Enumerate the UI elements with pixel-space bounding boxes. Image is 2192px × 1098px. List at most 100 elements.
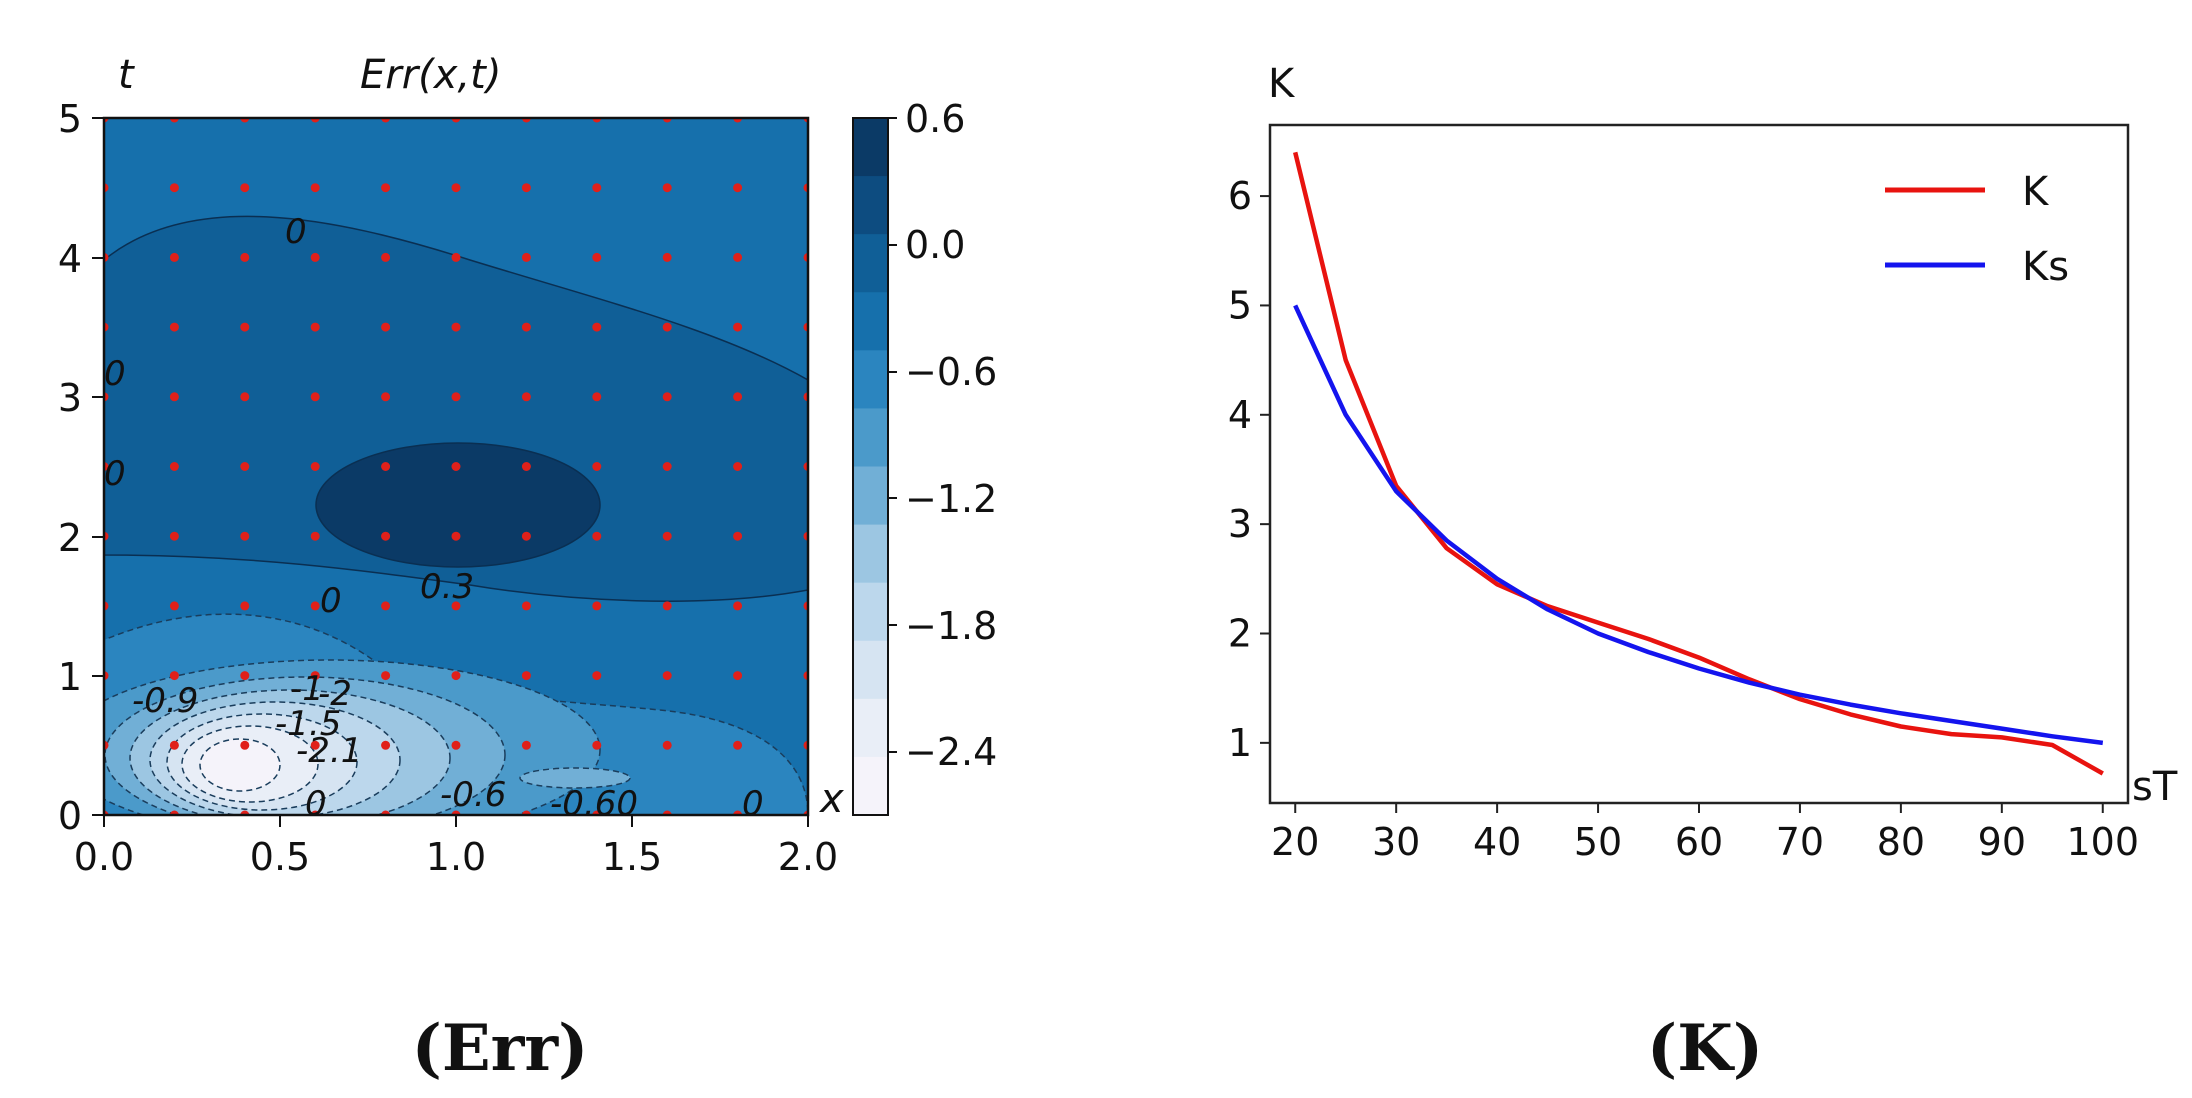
sample-point xyxy=(662,392,672,402)
err-x-tick: 1.0 xyxy=(426,835,486,879)
sample-point xyxy=(733,322,743,332)
sample-point xyxy=(662,252,672,262)
sample-point xyxy=(169,462,179,471)
sample-point xyxy=(733,601,743,611)
sample-point xyxy=(451,671,461,681)
err-x-tick: 1.5 xyxy=(602,835,662,879)
sample-point xyxy=(240,671,250,681)
k-y-tick: 3 xyxy=(1228,502,1252,546)
contour-label: -2 xyxy=(318,674,352,714)
contour-label: -0.6 xyxy=(440,775,506,815)
sample-point xyxy=(240,740,250,750)
sample-point xyxy=(662,671,672,681)
colorbar-bands xyxy=(853,118,888,816)
k-x-tick: 70 xyxy=(1776,820,1824,864)
sample-point xyxy=(521,531,531,541)
sample-points xyxy=(104,118,808,815)
err-panel: 0 0 0 0 0.3 -0.9 -0.6 0 -0.60 0 -1 -1.5 … xyxy=(58,52,997,1086)
sample-point xyxy=(381,322,391,332)
err-x-axis-label: x xyxy=(818,776,844,822)
err-y-tick: 2 xyxy=(58,516,82,560)
sample-point xyxy=(169,601,179,611)
sample-point xyxy=(169,740,179,750)
sample-point xyxy=(381,183,391,193)
sample-point xyxy=(381,601,391,611)
err-x-ticks: 0.0 0.5 1.0 1.5 2.0 xyxy=(74,815,838,879)
sample-point xyxy=(310,531,320,541)
series-line-k xyxy=(1293,151,2104,776)
k-y-ticks: 1 2 3 4 5 6 xyxy=(1228,174,1270,765)
colorbar-tick: 0.0 xyxy=(905,223,965,267)
sample-point xyxy=(521,322,531,332)
contour-label: 0 xyxy=(104,354,126,394)
colorbar-band xyxy=(853,582,888,642)
sample-point xyxy=(381,252,391,262)
k-y-tick: 4 xyxy=(1228,393,1252,437)
err-x-tick: 0.5 xyxy=(250,835,310,879)
contour-label: -1 xyxy=(290,669,324,709)
contour-label: 0 xyxy=(742,784,764,824)
sample-point xyxy=(592,531,602,541)
sample-point xyxy=(592,183,602,193)
colorbar-band xyxy=(853,408,888,467)
sample-point xyxy=(310,462,320,471)
sample-point xyxy=(592,392,602,402)
err-contour-fill xyxy=(104,118,808,815)
sample-point xyxy=(733,740,743,750)
colorbar-band xyxy=(853,698,888,758)
contour-label: 0 xyxy=(104,454,126,494)
colorbar-band xyxy=(853,234,888,293)
colorbar-tick: 0.6 xyxy=(905,97,965,141)
sample-point xyxy=(662,601,672,611)
sample-point xyxy=(310,671,320,681)
sample-point xyxy=(310,740,320,750)
sample-point xyxy=(733,392,743,402)
sample-point xyxy=(521,392,531,402)
sample-point xyxy=(451,462,461,471)
sample-point xyxy=(381,531,391,541)
sample-point xyxy=(169,671,179,681)
k-x-tick: 100 xyxy=(2066,820,2139,864)
contour-level-7 xyxy=(199,738,281,792)
err-x-tick: 2.0 xyxy=(778,835,838,879)
sample-point xyxy=(521,183,531,193)
contour-label: 0 xyxy=(320,581,342,621)
sample-point xyxy=(240,252,250,262)
err-y-tick: 3 xyxy=(58,376,82,420)
k-y-axis-label: K xyxy=(1268,61,1296,107)
sample-point xyxy=(733,671,743,681)
err-y-ticks: 0 1 2 3 4 5 xyxy=(58,97,104,838)
sample-point xyxy=(451,392,461,402)
sample-point xyxy=(381,740,391,750)
contour-region-upper xyxy=(104,215,808,602)
colorbar-tick: −2.4 xyxy=(905,730,997,774)
sample-point xyxy=(169,322,179,332)
contour-label: -2.1 xyxy=(296,731,362,771)
k-x-tick: 40 xyxy=(1473,820,1521,864)
err-y-tick: 5 xyxy=(58,97,82,141)
err-y-tick: 4 xyxy=(58,237,82,281)
sample-point xyxy=(451,601,461,611)
sample-point xyxy=(592,252,602,262)
sample-point xyxy=(451,322,461,332)
err-y-tick: 1 xyxy=(58,655,82,699)
sample-point xyxy=(521,740,531,750)
sample-point xyxy=(592,740,602,750)
k-x-ticks: 20 30 40 50 60 70 80 90 100 xyxy=(1271,803,2139,864)
sample-point xyxy=(310,601,320,611)
colorbar-band xyxy=(853,118,888,177)
legend-label-k: K xyxy=(2022,169,2050,215)
sample-point xyxy=(310,252,320,262)
k-x-tick: 90 xyxy=(1978,820,2026,864)
k-y-tick: 5 xyxy=(1228,283,1252,327)
sample-point xyxy=(381,671,391,681)
k-y-tick: 6 xyxy=(1228,174,1252,218)
k-x-tick: 20 xyxy=(1271,820,1319,864)
legend: K Ks xyxy=(1885,169,2069,290)
sample-point xyxy=(733,252,743,262)
sample-point xyxy=(662,462,672,471)
sample-point xyxy=(592,671,602,681)
sample-point xyxy=(381,392,391,402)
sample-point xyxy=(662,183,672,193)
k-y-tick: 1 xyxy=(1228,721,1252,765)
